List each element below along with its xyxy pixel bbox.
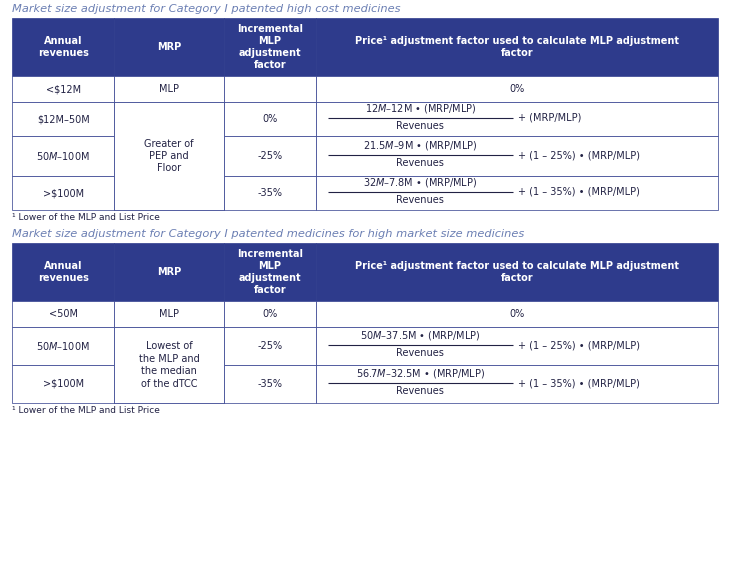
Text: Price¹ adjustment factor used to calculate MLP adjustment
factor: Price¹ adjustment factor used to calcula… [355,36,679,58]
Text: $50M–$100M: $50M–$100M [36,150,90,162]
Text: Revenues: Revenues [396,121,444,131]
Bar [115,243,224,301]
Bar [224,301,315,327]
Bar [115,301,224,327]
Bar [224,102,315,136]
Bar [315,176,718,210]
Bar [315,327,718,365]
Text: MRP: MRP [157,42,181,52]
Text: -25%: -25% [257,341,283,351]
Bar [315,243,718,301]
Text: + (1 – 35%) • (MRP/MLP): + (1 – 35%) • (MRP/MLP) [518,187,639,197]
Text: 0%: 0% [262,114,277,124]
Bar [224,18,315,76]
Text: -35%: -35% [257,379,283,389]
Text: -25%: -25% [257,151,283,161]
Text: Incremental
MLP
adjustment
factor: Incremental MLP adjustment factor [237,249,303,295]
Text: Annual
revenues: Annual revenues [38,36,88,58]
Text: 0%: 0% [262,309,277,319]
Bar [12,176,115,210]
Bar [115,102,224,210]
Text: >$100M: >$100M [42,379,84,389]
Text: Price¹ adjustment factor used to calculate MLP adjustment
factor: Price¹ adjustment factor used to calcula… [355,261,679,283]
Text: >$100M: >$100M [42,188,84,198]
Bar [224,76,315,102]
Text: + (1 – 25%) • (MRP/MLP): + (1 – 25%) • (MRP/MLP) [518,340,639,350]
Text: 0%: 0% [509,309,524,319]
Text: + (MRP/MLP): + (MRP/MLP) [518,113,581,123]
Text: Greater of
PEP and
Floor: Greater of PEP and Floor [145,139,194,173]
Bar [315,76,718,102]
Text: <$12M: <$12M [45,84,81,94]
Bar [224,136,315,176]
Text: ¹ Lower of the MLP and List Price: ¹ Lower of the MLP and List Price [12,213,160,222]
Bar [115,102,224,136]
Bar [115,136,224,176]
Text: MLP: MLP [159,84,179,94]
Bar [12,327,115,365]
Bar [224,243,315,301]
Bar [115,365,224,403]
Text: $21.5M – $9M • (MRP/MLP): $21.5M – $9M • (MRP/MLP) [363,139,477,152]
Bar [12,365,115,403]
Bar [224,365,315,403]
Bar [224,327,315,365]
Bar [12,18,115,76]
Text: $56.7M – $32.5M • (MRP/MLP): $56.7M – $32.5M • (MRP/MLP) [356,367,485,380]
Bar [12,136,115,176]
Bar [315,301,718,327]
Text: $12M–50M: $12M–50M [36,114,90,124]
Bar [12,102,115,136]
Bar [315,136,718,176]
Text: -35%: -35% [257,188,283,198]
Text: Revenues: Revenues [396,386,444,396]
Text: Annual
revenues: Annual revenues [38,261,88,283]
Bar [12,301,115,327]
Text: MRP: MRP [157,267,181,277]
Bar [315,18,718,76]
Bar [115,327,224,365]
Bar [12,243,115,301]
Bar [115,18,224,76]
Bar [115,76,224,102]
Text: Incremental
MLP
adjustment
factor: Incremental MLP adjustment factor [237,24,303,70]
Bar [12,76,115,102]
Text: Revenues: Revenues [396,348,444,358]
Text: $32M – $7.8M • (MRP/MLP): $32M – $7.8M • (MRP/MLP) [363,176,477,189]
Text: Market size adjustment for Category I patented high cost medicines: Market size adjustment for Category I pa… [12,4,401,14]
Bar [115,176,224,210]
Text: 0%: 0% [509,84,524,94]
Text: Market size adjustment for Category I patented medicines for high market size me: Market size adjustment for Category I pa… [12,229,524,239]
Text: ¹ Lower of the MLP and List Price: ¹ Lower of the MLP and List Price [12,406,160,415]
Bar [315,102,718,136]
Text: MLP: MLP [159,309,179,319]
Bar [115,327,224,403]
Text: Revenues: Revenues [396,195,444,205]
Text: $50M–$100M: $50M–$100M [36,340,90,352]
Text: $50M – $37.5M • (MRP/MLP): $50M – $37.5M • (MRP/MLP) [360,329,480,342]
Bar [315,365,718,403]
Text: + (1 – 35%) • (MRP/MLP): + (1 – 35%) • (MRP/MLP) [518,378,639,388]
Bar [224,176,315,210]
Text: <50M: <50M [49,309,77,319]
Text: $12M – $12M • (MRP/MLP): $12M – $12M • (MRP/MLP) [364,102,476,115]
Text: + (1 – 25%) • (MRP/MLP): + (1 – 25%) • (MRP/MLP) [518,150,639,160]
Text: Lowest of
the MLP and
the median
of the dTCC: Lowest of the MLP and the median of the … [139,341,199,389]
Text: Revenues: Revenues [396,158,444,168]
